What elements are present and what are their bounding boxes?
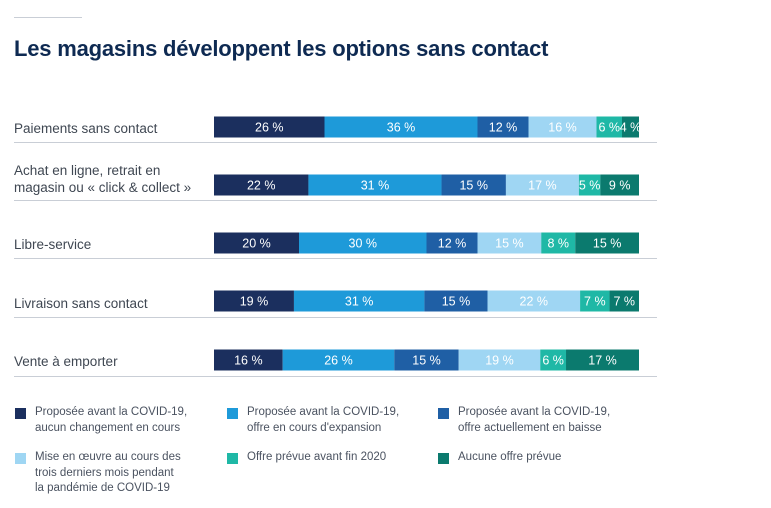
- bar-segment: [308, 174, 442, 196]
- bar-value-label: 15 %: [412, 354, 441, 368]
- legend-label: Proposée avant la COVID-19, offre en cou…: [247, 406, 400, 434]
- legend-swatch: [438, 453, 449, 464]
- bar-segment: [600, 174, 639, 196]
- bar-value-label: 6 %: [542, 354, 564, 368]
- bar-value-label: 12 %: [438, 237, 467, 251]
- bar-segment: [424, 290, 488, 312]
- bar-segment: [458, 349, 541, 371]
- category-label-libre-service: Libre-service: [14, 237, 92, 252]
- bar-segment: [282, 349, 395, 371]
- legend-label: Mise en œuvre au cours des trois dernier…: [35, 451, 181, 494]
- bar-value-label: 4 %: [620, 121, 642, 135]
- bar-segment: [540, 349, 567, 371]
- bar-value-label: 9 %: [609, 179, 631, 193]
- bar-value-label: 15 %: [459, 179, 488, 193]
- bar-value-label: 5 %: [579, 179, 601, 193]
- legend-swatch: [227, 453, 238, 464]
- category-label-click-collect: Achat en ligne, retrait en magasin ou « …: [14, 163, 192, 195]
- bar-segment: [541, 232, 576, 254]
- bar-segment: [214, 232, 299, 254]
- bar-value-label: 20 %: [242, 237, 271, 251]
- bar-value-label: 7 %: [613, 295, 635, 309]
- top-rule: [14, 17, 82, 18]
- bar-value-label: 15 %: [593, 237, 622, 251]
- bar-segment: [477, 116, 529, 138]
- category-label-livraison: Livraison sans contact: [14, 296, 148, 311]
- bar-segment: [214, 290, 294, 312]
- bar-value-label: 26 %: [255, 121, 284, 135]
- chart-title: Les magasins développent les options san…: [14, 36, 549, 61]
- legend-item-aucun-changement: Proposée avant la COVID-19, aucun change…: [15, 405, 187, 436]
- bar-segment: [505, 174, 579, 196]
- bar-segment: [477, 232, 542, 254]
- bar-value-label: 22 %: [520, 295, 549, 309]
- bar-value-label: 16 %: [548, 121, 577, 135]
- legend-item-expansion: Proposée avant la COVID-19, offre en cou…: [227, 405, 399, 436]
- bar-value-label: 8 %: [547, 237, 569, 251]
- bar-segment: [528, 116, 597, 138]
- legend-swatch: [227, 408, 238, 419]
- bar-value-label: 17 %: [528, 179, 557, 193]
- bar-segment: [622, 116, 639, 138]
- bar-segment: [394, 349, 459, 371]
- legend-item-baisse: Proposée avant la COVID-19, offre actuel…: [438, 405, 610, 436]
- bar-segment: [609, 290, 639, 312]
- bar-segment: [487, 290, 581, 312]
- bar-segment: [214, 174, 309, 196]
- bar-value-label: 31 %: [361, 179, 390, 193]
- bar-value-label: 16 %: [234, 354, 263, 368]
- bar-segment: [441, 174, 506, 196]
- legend-item-mise-en-oeuvre: Mise en œuvre au cours des trois dernier…: [15, 450, 181, 497]
- bar-value-label: 30 %: [349, 237, 378, 251]
- bar-value-label: 19 %: [240, 295, 269, 309]
- bar-value-label: 19 %: [485, 354, 514, 368]
- legend-swatch: [15, 453, 26, 464]
- bar-segment: [580, 290, 610, 312]
- legend-label: Proposée avant la COVID-19, offre actuel…: [458, 406, 611, 434]
- legend-label: Offre prévue avant fin 2020: [247, 451, 387, 463]
- legend-swatch: [438, 408, 449, 419]
- bar-segment: [596, 116, 622, 138]
- bar-value-label: 22 %: [247, 179, 276, 193]
- bar-segment: [426, 232, 478, 254]
- legend-swatch: [15, 408, 26, 419]
- bar-value-label: 7 %: [584, 295, 606, 309]
- bar-value-label: 15 %: [442, 295, 471, 309]
- bar-segment: [324, 116, 478, 138]
- bar-value-label: 12 %: [489, 121, 518, 135]
- bar-value-label: 6 %: [598, 121, 620, 135]
- bar-value-label: 26 %: [324, 354, 353, 368]
- bar-segment: [293, 290, 425, 312]
- bar-value-label: 31 %: [345, 295, 374, 309]
- bar-value-label: 17 %: [588, 354, 617, 368]
- category-label-paiements: Paiements sans contact: [14, 121, 158, 136]
- bar-value-label: 15 %: [495, 237, 524, 251]
- legend-item-aucune-offre: Aucune offre prévue: [438, 450, 561, 466]
- bar-segment: [214, 116, 325, 138]
- legend-item-offre-prevue: Offre prévue avant fin 2020: [227, 450, 386, 466]
- bar-segment: [566, 349, 639, 371]
- bar-segment: [578, 174, 601, 196]
- bar-value-label: 36 %: [387, 121, 416, 135]
- category-label-vente-emporter: Vente à emporter: [14, 354, 118, 369]
- legend-label: Aucune offre prévue: [458, 451, 562, 463]
- bar-segment: [214, 349, 283, 371]
- legend-label: Proposée avant la COVID-19, aucun change…: [35, 406, 188, 434]
- bar-segment: [575, 232, 639, 254]
- bar-segment: [299, 232, 427, 254]
